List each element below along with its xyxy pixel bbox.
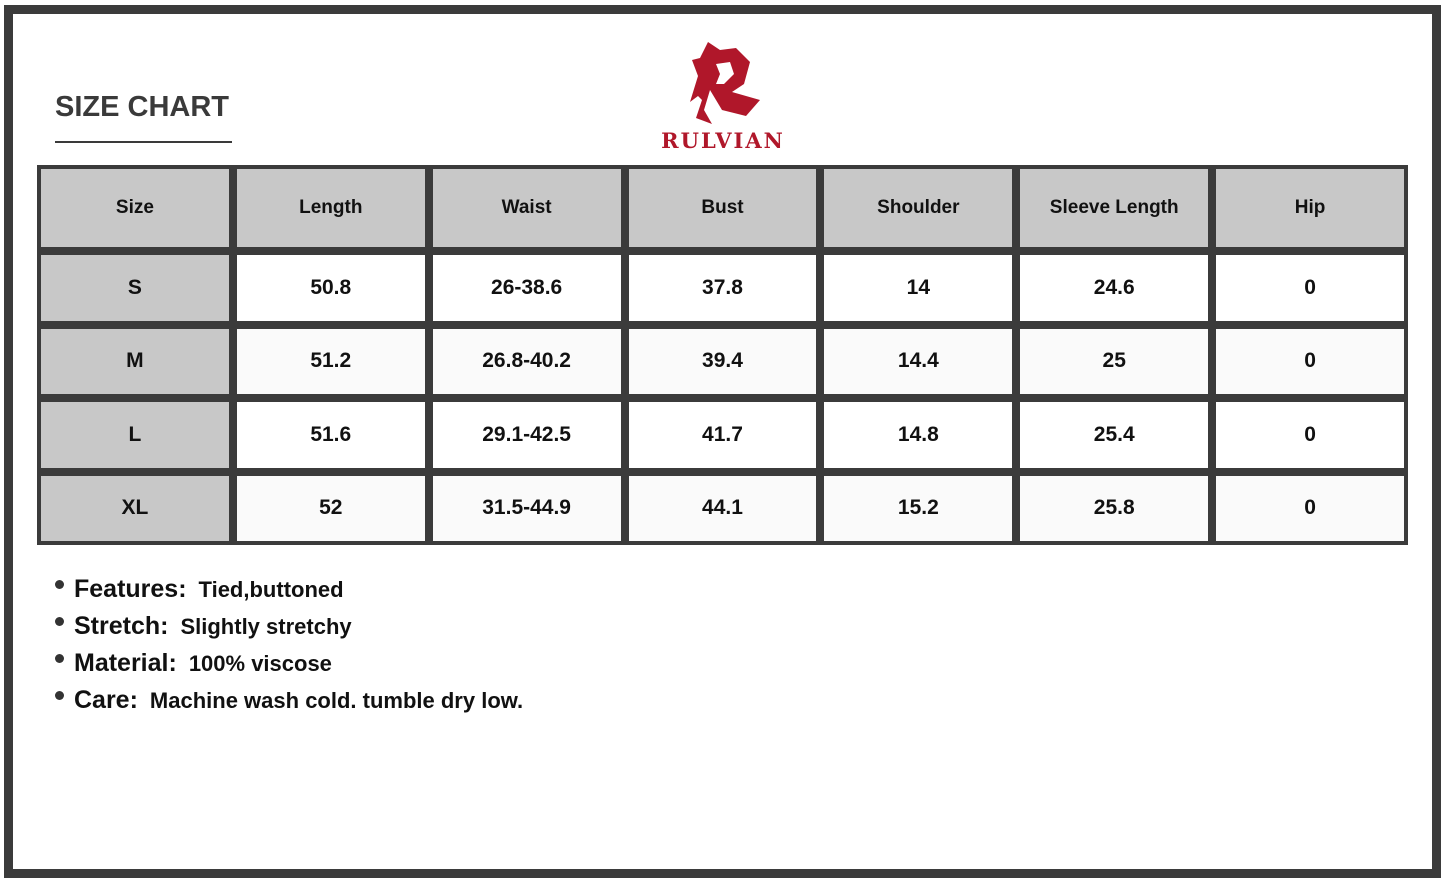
table-cell: 24.6 (1020, 255, 1209, 321)
feature-list: Features: Tied,buttoned Stretch: Slightly s… (55, 575, 523, 723)
bullet-icon (55, 580, 64, 589)
table-cell: 44.1 (628, 475, 817, 541)
table-cell: 26-38.6 (432, 255, 621, 321)
column-header: Waist (432, 169, 621, 247)
table-cell: 37.8 (628, 255, 817, 321)
stylized-r-logo-icon (690, 42, 760, 124)
table-cell: 14 (824, 255, 1013, 321)
table-cell: 41.7 (628, 402, 817, 468)
table-cell: 14.4 (824, 328, 1013, 394)
bullet-icon (55, 654, 64, 663)
table-cell: 51.6 (236, 402, 425, 468)
feature-item: Care: Machine wash cold. tumble dry low. (55, 686, 523, 723)
feature-label: Stretch: (74, 612, 169, 640)
size-label-cell: S (41, 255, 229, 321)
feature-item: Material: 100% viscose (55, 649, 523, 686)
bullet-icon (55, 617, 64, 626)
table-cell: 50.8 (236, 255, 425, 321)
feature-value: Slightly stretchy (180, 614, 352, 639)
size-table: Size Length Waist Bust Shoulder Sleeve Length… (37, 165, 1408, 545)
table-cell: 31.5-44.9 (432, 475, 621, 541)
table-cell: 0 (1216, 255, 1404, 321)
table-cell: 0 (1216, 402, 1404, 468)
size-label-cell: M (41, 328, 229, 394)
table-cell: 25.8 (1020, 475, 1209, 541)
table-cell: 0 (1216, 328, 1404, 394)
table-cell: 52 (236, 475, 425, 541)
table-cell: 51.2 (236, 328, 425, 394)
column-header: Length (236, 169, 425, 247)
feature-item: Stretch: Slightly stretchy (55, 612, 523, 649)
table-cell: 26.8-40.2 (432, 328, 621, 394)
feature-value: Tied,buttoned (198, 577, 344, 602)
column-header: Shoulder (824, 169, 1013, 247)
feature-label: Care: (74, 686, 138, 714)
table-cell: 29.1-42.5 (432, 402, 621, 468)
feature-label: Material: (74, 649, 177, 677)
table-cell: 25 (1020, 328, 1209, 394)
size-label-cell: XL (41, 475, 229, 541)
size-label-cell: L (41, 402, 229, 468)
table-cell: 39.4 (628, 328, 817, 394)
column-header: Size (41, 169, 229, 247)
column-header: Bust (628, 169, 817, 247)
table-cell: 14.8 (824, 402, 1013, 468)
table-cell: 25.4 (1020, 402, 1209, 468)
feature-value: Machine wash cold. tumble dry low. (149, 688, 524, 713)
table-cell: 0 (1216, 475, 1404, 541)
table-cell: 15.2 (824, 475, 1013, 541)
column-header: Sleeve Length (1020, 169, 1209, 247)
brand-name: RULVIAN (661, 128, 785, 153)
feature-item: Features: Tied,buttoned (55, 575, 523, 612)
brand-logo: RULVIAN (650, 40, 796, 153)
feature-value: 100% viscose (188, 651, 332, 676)
feature-label: Features: (74, 575, 187, 603)
bullet-icon (55, 691, 64, 700)
column-header: Hip (1216, 169, 1404, 247)
title-underline (55, 141, 232, 143)
page-title: SIZE CHART (55, 91, 229, 123)
